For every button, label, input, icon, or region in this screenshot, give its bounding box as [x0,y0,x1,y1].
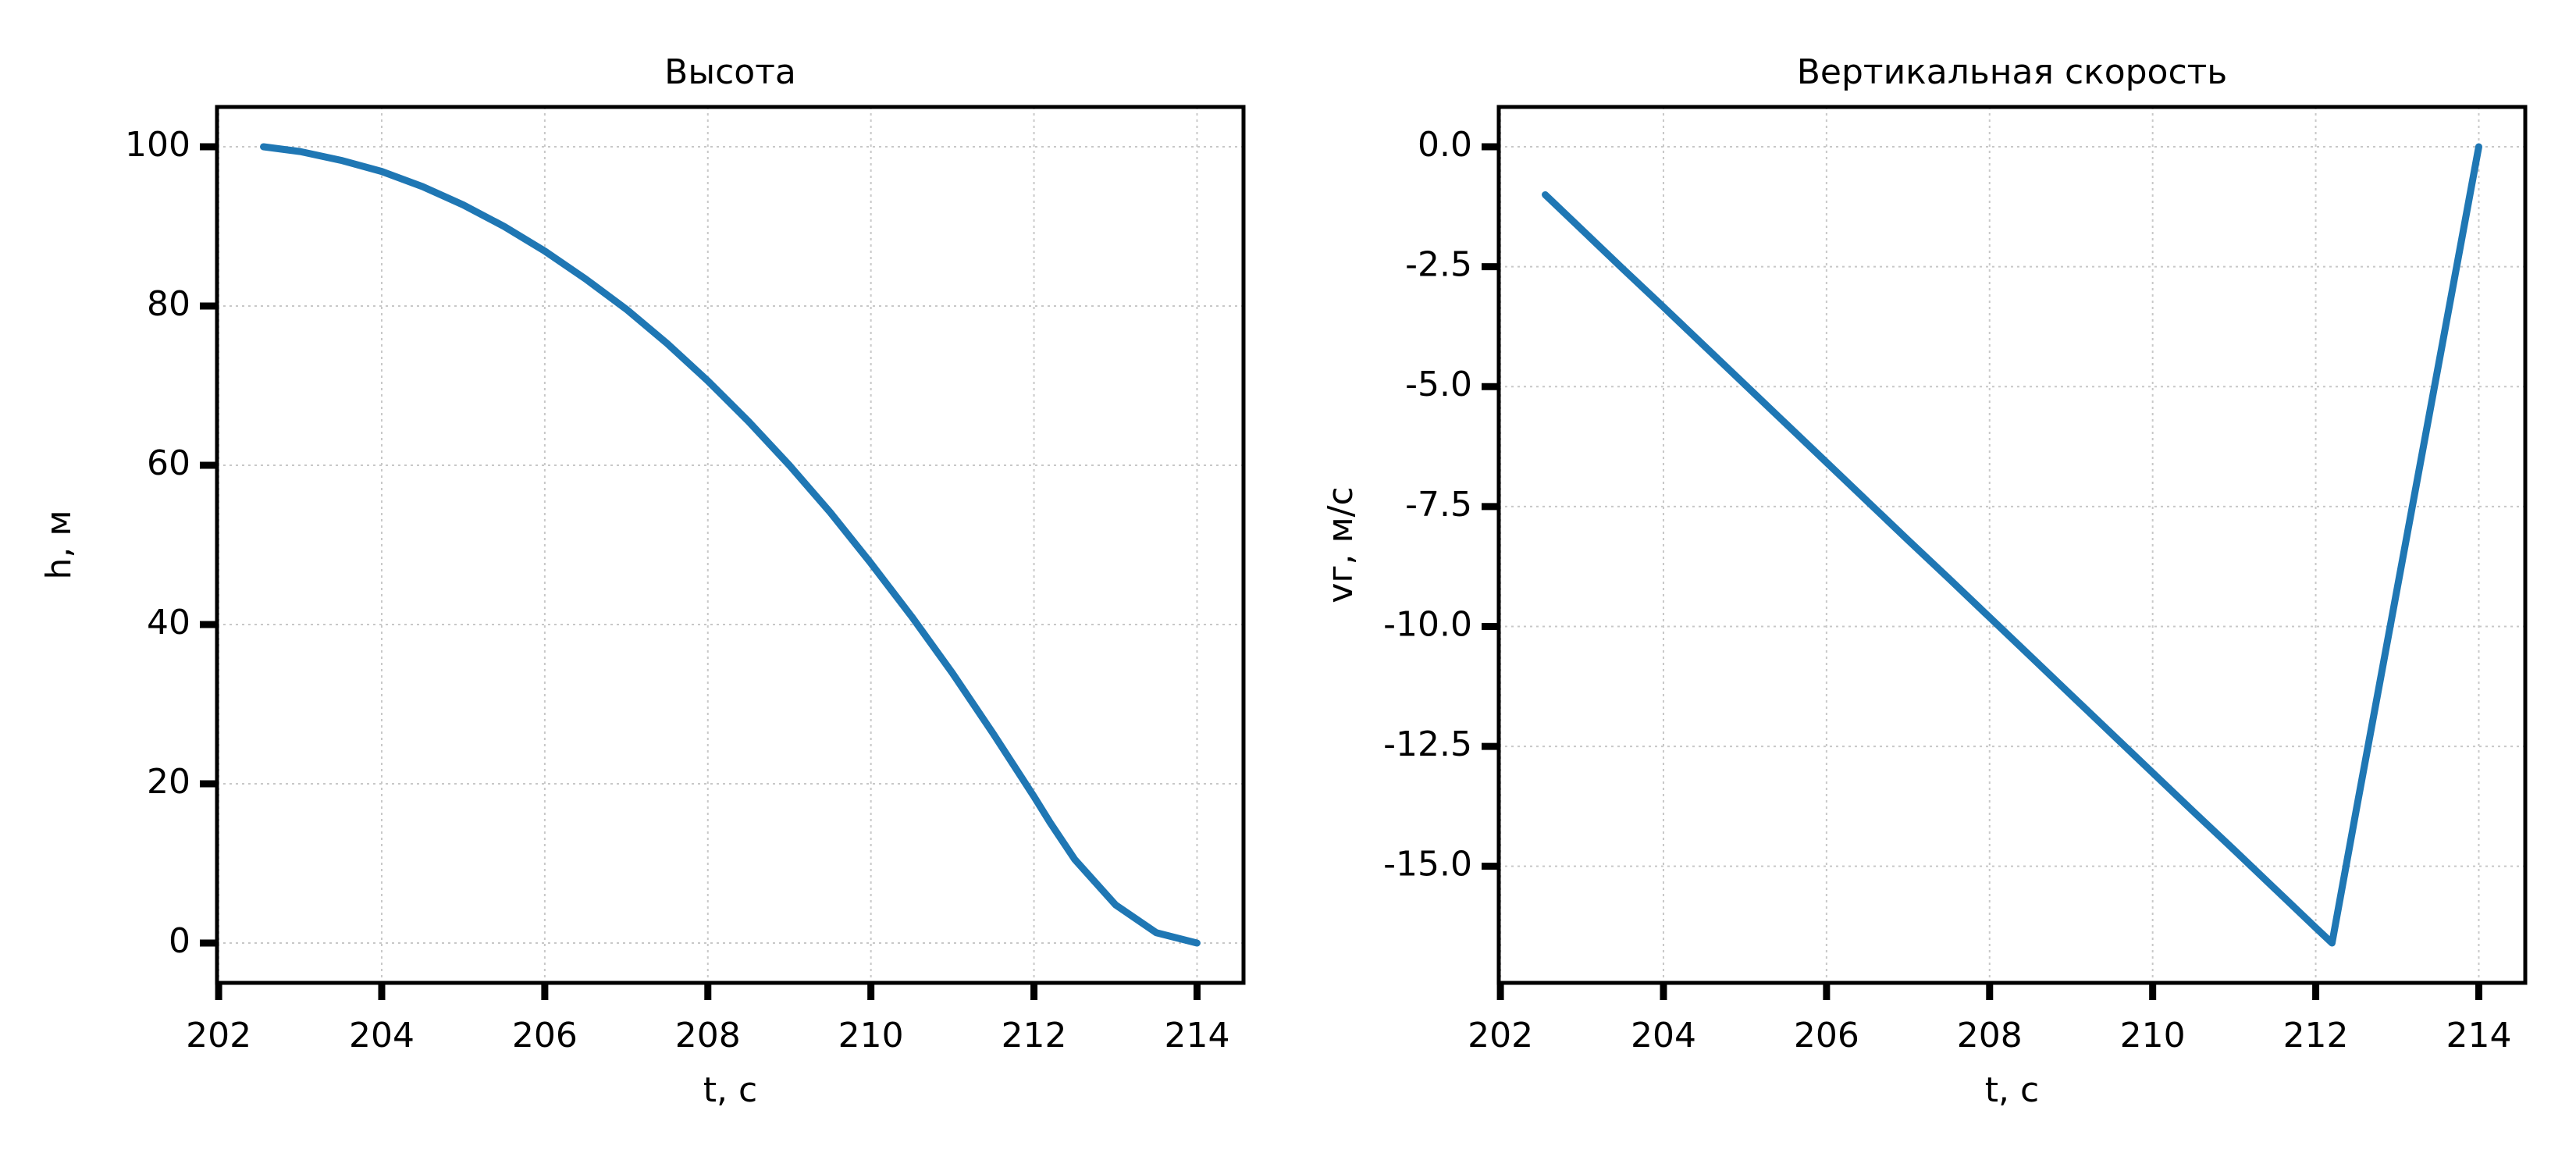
chart-title: Высота [664,52,796,92]
y-tick-label: 0.0 [1418,125,1472,165]
y-axis-label: h, м [39,510,79,579]
axes-frame [1496,105,2528,985]
x-tick-label: 206 [1794,1016,1859,1055]
chart-title: Вертикальная скорость [1797,52,2227,92]
chart: 202 204 206 208 210 212 214 0.0 -2.5 -5.0 -7.5 -10.… [1321,52,2528,1110]
y-tick-label: 100 [125,125,190,165]
x-tick-label: 210 [838,1016,904,1055]
x-tick-label: 208 [675,1016,741,1055]
x-tick-label: 204 [349,1016,415,1055]
x-tick-label: 202 [186,1016,251,1055]
x-tick-label: 208 [1957,1016,2023,1055]
y-tick-label: 80 [147,284,190,324]
y-tick-label: 0 [169,921,190,961]
x-tick-label: 206 [512,1016,578,1055]
x-tick-label: 212 [1002,1016,1067,1055]
x-tick-label: 214 [1164,1016,1229,1055]
x-axis-label: t, с [703,1070,757,1110]
x-tick-label: 214 [2446,1016,2511,1055]
y-tick-label: -5.0 [1405,365,1472,404]
x-tick-label: 210 [2120,1016,2186,1055]
y-tick-label: 60 [147,443,190,483]
data-line [1542,143,2482,947]
chart: 202 204 206 208 210 212 214 0 20 40 60 80 100 Высота t… [39,52,1246,1110]
y-tick-label: 20 [147,762,190,802]
x-tick-label: 204 [1631,1016,1696,1055]
y-tick-label: -10.0 [1383,604,1472,644]
y-tick-label: -7.5 [1405,485,1472,525]
x-axis-label: t, с [1985,1070,2039,1110]
axes-frame [215,105,1246,985]
y-axis-label: vг, м/с [1321,486,1361,603]
x-tick-label: 212 [2283,1016,2349,1055]
x-tick-label: 202 [1468,1016,1533,1055]
y-tick-label: -15.0 [1383,845,1472,884]
y-tick-label: 40 [147,603,190,642]
data-line [260,143,1201,947]
y-tick-label: -12.5 [1383,724,1472,764]
y-tick-label: -2.5 [1405,245,1472,285]
